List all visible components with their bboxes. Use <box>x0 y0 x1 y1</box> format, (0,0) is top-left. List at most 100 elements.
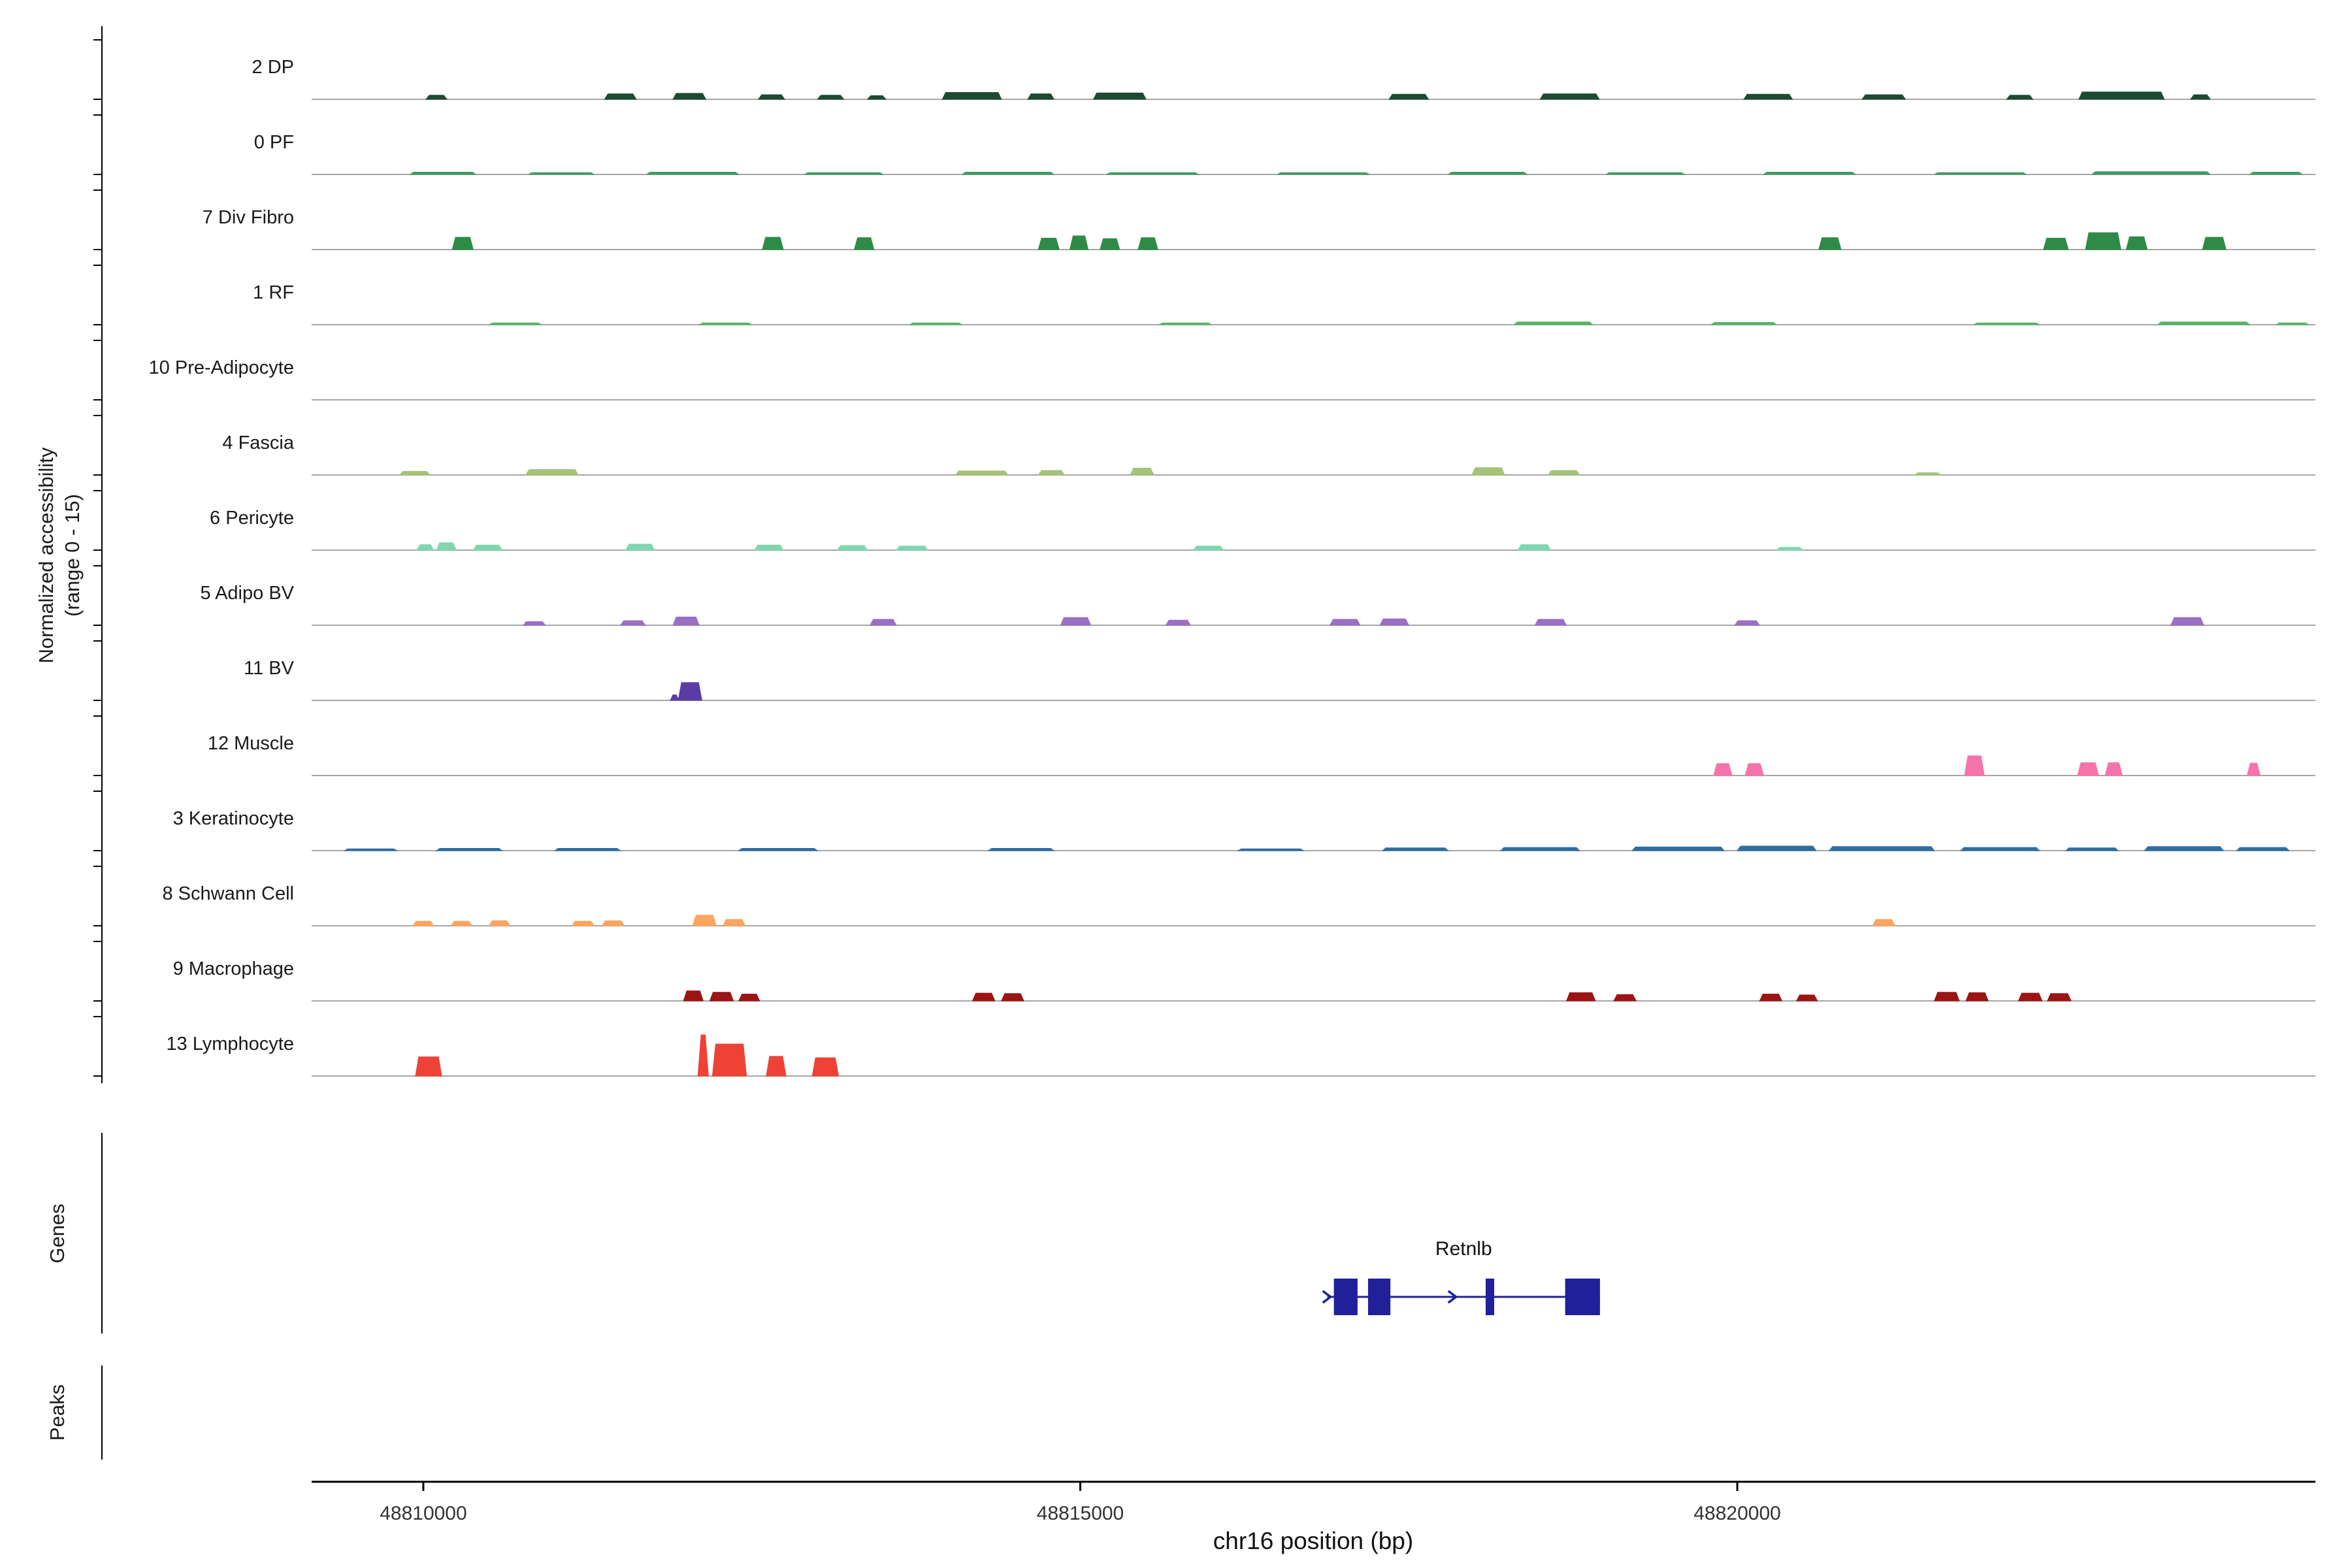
coverage-peak <box>1447 172 1528 175</box>
track-8-schwann-cell: 8 Schwann Cell <box>163 883 2315 926</box>
coverage-peak <box>450 921 473 926</box>
coverage-peak <box>678 682 702 701</box>
coverage-peak <box>527 172 596 175</box>
x-axis-tick-label: 48815000 <box>1037 1503 1124 1524</box>
gene-exon <box>1333 1279 1358 1315</box>
coverage-peak <box>1381 847 1450 851</box>
coverage-peak <box>811 1057 840 1077</box>
coverage-peak <box>1710 322 1778 325</box>
coverage-peak <box>1060 617 1092 626</box>
coverage-peak <box>869 619 897 626</box>
coverage-peak <box>1795 994 1818 1002</box>
coverage-peak <box>1828 846 1935 851</box>
coverage-peak <box>895 546 929 551</box>
x-axis-tick-label: 48810000 <box>380 1503 466 1524</box>
coverage-peak <box>409 172 477 175</box>
coverage-peak <box>1818 237 1842 250</box>
coverage-peak <box>1737 845 1817 851</box>
gene-strand-arrow-icon <box>1322 1290 1333 1304</box>
coverage-peak <box>1379 618 1410 626</box>
coverage-peak <box>2006 95 2034 100</box>
coverage-peak <box>1605 172 1686 175</box>
coverage-peak <box>672 93 707 100</box>
coverage-peak <box>1329 619 1361 626</box>
gene-strand-arrow-icon <box>1447 1290 1458 1304</box>
coverage-peak <box>972 992 996 1002</box>
coverage-peak <box>711 1043 747 1077</box>
coverage-peak <box>692 915 717 926</box>
coverage-peak <box>1547 470 1580 476</box>
coverage-peak <box>1934 992 1960 1002</box>
coverage-peak <box>2248 172 2304 175</box>
coverage-peak <box>1759 994 1783 1002</box>
coverage-peak <box>1192 546 1224 551</box>
coverage-peak <box>1276 172 1371 175</box>
track-2-dp: 2 DP <box>252 57 2315 100</box>
coverage-peak <box>1539 93 1600 100</box>
track-7-div-fibro: 7 Div Fibro <box>203 207 2315 250</box>
coverage-peak <box>415 1056 442 1077</box>
coverage-peak <box>1534 619 1567 626</box>
coverage-peak <box>1743 93 1793 100</box>
coverage-peak <box>817 95 845 100</box>
coverage-peak <box>1165 619 1192 626</box>
coverage-peak <box>2043 238 2069 250</box>
x-axis-tick-label: 48820000 <box>1693 1503 1780 1524</box>
coverage-peak <box>941 92 1002 100</box>
track-6-pericyte: 6 Pericyte <box>210 508 2315 551</box>
coverage-peak <box>1713 763 1733 776</box>
track-label: 8 Schwann Cell <box>163 883 295 904</box>
coverage-peak <box>2125 236 2148 250</box>
y-axis-label-line2: (range 0 - 15) <box>61 494 84 617</box>
track-1-rf: 1 RF <box>253 282 2315 325</box>
coverage-peak <box>343 848 399 851</box>
gene-retnlb: Retnlb <box>1322 1238 1600 1315</box>
coverage-peak <box>1388 93 1429 100</box>
coverage-peak <box>697 1034 709 1077</box>
coverage-peak <box>1965 992 1989 1002</box>
coverage-peak <box>1959 847 2040 851</box>
track-label: 13 Lymphocyte <box>166 1034 294 1054</box>
coverage-peak <box>738 848 819 851</box>
coverage-peak <box>1744 763 1764 776</box>
coverage-peak <box>2065 847 2119 851</box>
coverage-peak <box>412 921 435 926</box>
track-label: 9 Macrophage <box>173 958 294 979</box>
track-label: 5 Adipo BV <box>201 583 295 604</box>
track-label: 11 BV <box>244 658 295 679</box>
coverage-peak <box>762 237 784 250</box>
coverage-peak <box>425 95 448 100</box>
coverage-peak <box>987 848 1055 851</box>
coverage-peak <box>1137 237 1158 250</box>
gene-exon <box>1565 1279 1600 1315</box>
coverage-peak <box>2017 992 2043 1002</box>
coverage-peak <box>1001 993 1024 1002</box>
coverage-peak <box>1776 547 1805 551</box>
track-9-macrophage: 9 Macrophage <box>173 958 2315 1002</box>
coverage-peak <box>1565 992 1596 1002</box>
coverage-peak <box>2274 322 2310 325</box>
coverage-peak <box>2157 321 2251 325</box>
coverage-peak <box>1027 93 1055 100</box>
coverage-peak <box>670 694 679 701</box>
coverage-peak <box>619 620 646 626</box>
coverage-peak <box>2144 846 2225 851</box>
track-3-keratinocyte: 3 Keratinocyte <box>173 808 2315 851</box>
genes-section-label: Genes <box>46 1203 69 1264</box>
coverage-peak <box>1933 172 2028 175</box>
coverage-peak <box>1517 544 1552 551</box>
coverage-peak <box>1069 235 1089 250</box>
coverage-peak <box>683 990 704 1002</box>
coverage-peak <box>1631 846 1725 851</box>
coverage-peak <box>866 95 887 100</box>
coverage-peak <box>1499 847 1580 851</box>
coverage-peak <box>487 322 543 325</box>
peaks-section-label: Peaks <box>46 1384 69 1441</box>
coverage-peak <box>698 322 753 325</box>
track-label: 3 Keratinocyte <box>173 808 294 829</box>
coverage-peak <box>1734 620 1761 626</box>
track-13-lymphocyte: 13 Lymphocyte <box>166 1034 2315 1077</box>
y-axis-label: Normalized accessibility (range 0 - 15) <box>33 307 91 804</box>
